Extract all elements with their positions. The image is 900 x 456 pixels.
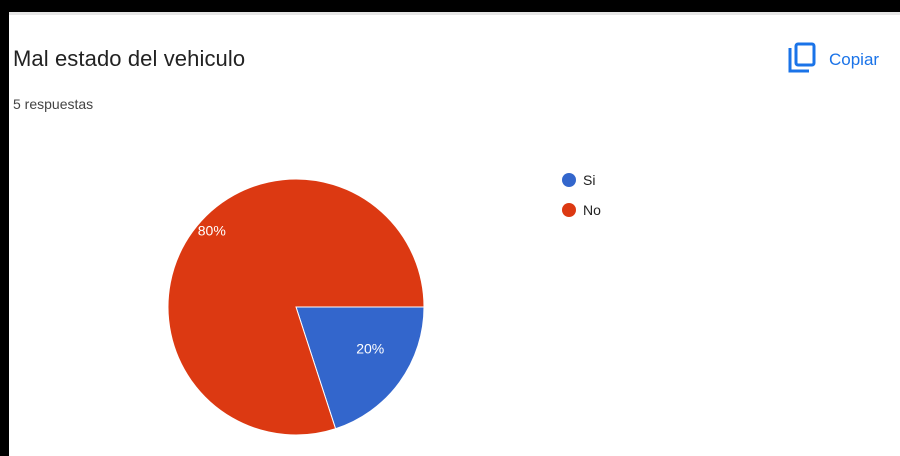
copy-icon xyxy=(787,42,817,79)
copy-label: Copiar xyxy=(829,50,880,69)
card-top-divider xyxy=(9,12,900,15)
legend-marker-si xyxy=(562,173,576,187)
pie-label-no: 80% xyxy=(198,222,226,238)
pie-label-si: 20% xyxy=(356,341,384,357)
legend-label-si: Si xyxy=(583,172,595,188)
question-title: Mal estado del vehiculo xyxy=(13,46,246,71)
chart-card: Mal estado del vehiculo 5 respuestas Cop… xyxy=(9,12,900,456)
legend-marker-no xyxy=(562,203,576,217)
response-count: 5 respuestas xyxy=(13,96,94,112)
pie-slice-no xyxy=(167,178,425,436)
legend-label-no: No xyxy=(583,202,601,218)
pie-slice-si xyxy=(295,306,425,430)
pie-chart: 20% 80% Si No xyxy=(167,172,601,436)
copy-button[interactable]: Copiar xyxy=(787,40,900,80)
